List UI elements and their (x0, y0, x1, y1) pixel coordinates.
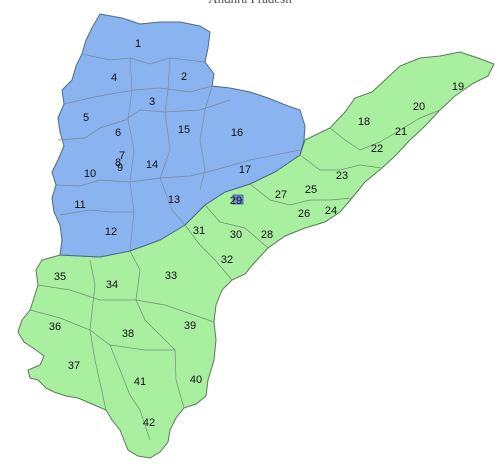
district-label-40: 40 (190, 374, 202, 386)
map-title: Andhra Pradesh (0, 0, 500, 7)
district-label-28: 28 (261, 229, 273, 241)
district-label-21: 21 (395, 126, 407, 138)
district-label-26: 26 (298, 208, 310, 220)
district-label-22: 22 (371, 143, 383, 155)
district-label-12: 12 (105, 226, 117, 238)
district-label-7: 7 (119, 150, 125, 162)
district-label-16: 16 (231, 127, 243, 139)
district-label-34: 34 (106, 279, 118, 291)
district-label-38: 38 (122, 328, 134, 340)
district-label-31: 31 (193, 225, 205, 237)
north-region[interactable] (51, 13, 306, 258)
district-label-19: 19 (452, 81, 464, 93)
district-label-14: 14 (146, 159, 158, 171)
district-label-39: 39 (184, 320, 196, 332)
district-label-42: 42 (143, 417, 155, 429)
district-label-5: 5 (83, 112, 89, 124)
district-label-9: 9 (117, 162, 123, 174)
district-label-13: 13 (168, 194, 180, 206)
district-label-32: 32 (221, 254, 233, 266)
district-label-17: 17 (239, 164, 251, 176)
district-label-18: 18 (358, 116, 370, 128)
district-label-2: 2 (181, 71, 187, 83)
south-region[interactable] (17, 51, 495, 459)
district-label-30: 30 (230, 229, 242, 241)
district-label-41: 41 (134, 376, 146, 388)
district-label-35: 35 (54, 271, 66, 283)
district-label-29: 29 (230, 195, 242, 207)
district-label-24: 24 (325, 205, 337, 217)
district-label-4: 4 (111, 72, 117, 84)
district-label-15: 15 (178, 124, 190, 136)
district-label-8: 8 (115, 157, 121, 169)
district-label-27: 27 (275, 189, 287, 201)
district-label-33: 33 (165, 270, 177, 282)
district-label-36: 36 (49, 321, 61, 333)
district-label-37: 37 (68, 360, 80, 372)
district-label-3: 3 (149, 96, 155, 108)
district-label-23: 23 (336, 170, 348, 182)
district-label-20: 20 (413, 101, 425, 113)
district-label-6: 6 (115, 127, 121, 139)
district-label-10: 10 (84, 168, 96, 180)
district-label-1: 1 (135, 38, 141, 50)
enclave-marker (232, 194, 244, 205)
district-label-11: 11 (74, 199, 85, 211)
district-label-25: 25 (305, 184, 317, 196)
